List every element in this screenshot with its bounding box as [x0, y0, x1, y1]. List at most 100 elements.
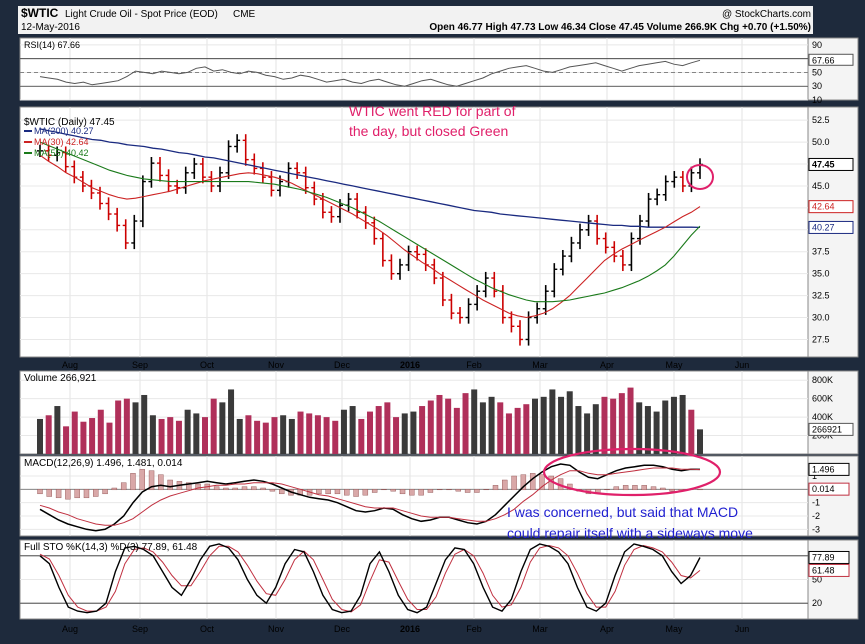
macd-histogram-bar: [622, 485, 629, 491]
annotation-circle: [686, 164, 714, 190]
volume-bar: [427, 400, 434, 454]
month-label-bottom: Nov: [268, 624, 285, 634]
ma30-line: [39, 154, 701, 319]
macd-value-label: 0.014: [812, 484, 835, 494]
annotation-text: I was concerned, but said that MACD: [507, 504, 738, 520]
volume-bar: [575, 406, 582, 454]
price-bar: [508, 311, 515, 333]
volume-axis: [807, 370, 859, 455]
month-label: Aug: [62, 360, 78, 370]
macd-histogram-bar: [427, 489, 434, 493]
macd-histogram-bar: [604, 489, 610, 491]
legend-entry: MA(30) 42.64: [34, 137, 89, 147]
macd-histogram-bar: [158, 474, 164, 491]
price-bar: [602, 232, 609, 254]
volume-bar: [323, 417, 330, 454]
macd-histogram-bar: [399, 489, 406, 495]
volume-bar: [106, 422, 113, 454]
price-bar: [568, 236, 575, 263]
macd-histogram-bar: [474, 489, 480, 493]
macd-histogram-bar: [669, 489, 675, 492]
macd-histogram-bar: [316, 489, 322, 495]
macd-histogram-bar: [381, 489, 387, 491]
ohlc-readout: Open 46.77 High 47.73 Low 46.34 Close 47…: [429, 22, 811, 33]
price-tick-label: 50.0: [812, 137, 830, 147]
volume-bar: [505, 413, 512, 454]
macd-histogram-bar: [120, 482, 127, 491]
price-bar: [259, 162, 266, 184]
copyright-label: @ StockCharts.com: [722, 9, 811, 20]
volume-bar: [610, 398, 617, 454]
rsi-axis: [807, 37, 859, 101]
volume-bar: [158, 418, 165, 454]
price-bar: [491, 271, 498, 298]
price-bar: [611, 241, 618, 263]
volume-bar: [592, 404, 599, 454]
price-bar: [328, 206, 335, 223]
price-bar: [217, 166, 223, 193]
volume-bar: [445, 398, 452, 454]
macd-histogram-bar: [641, 485, 647, 491]
price-bar: [225, 140, 232, 179]
legend-entry: MA(55) 40.42: [34, 148, 89, 158]
price-bar: [431, 258, 438, 285]
price-bar: [559, 249, 566, 276]
volume-bar: [670, 396, 677, 454]
instrument-name: Light Crude Oil - Spot Price (EOD): [65, 9, 218, 20]
volume-bar: [236, 418, 243, 454]
volume-bar: [54, 406, 61, 454]
volume-tick-label: 400K: [812, 412, 833, 422]
macd-signal-line: [39, 467, 701, 526]
volume-bar: [549, 389, 556, 454]
volume-bar: [584, 413, 591, 454]
volume-bar: [479, 402, 486, 454]
rsi-value-box: [808, 53, 854, 66]
volume-bar: [375, 406, 382, 454]
price-bar: [457, 307, 463, 324]
price-bar: [105, 197, 112, 221]
volume-bar: [601, 396, 608, 454]
sto-tick-label: 20: [812, 598, 822, 608]
month-label: May: [665, 360, 683, 370]
price-bar: [234, 134, 241, 153]
ma200-line: [39, 128, 701, 229]
price-bar: [302, 166, 309, 194]
volume-bar: [471, 389, 478, 454]
macd-histogram-bar: [251, 486, 257, 491]
price-value-label: 47.45: [812, 159, 835, 169]
volume-bar: [401, 413, 408, 454]
month-label: Jun: [735, 360, 750, 370]
macd-histogram-bar: [353, 489, 359, 497]
price-bar: [379, 232, 386, 267]
macd-histogram-bar: [111, 487, 118, 491]
macd-histogram-bar: [37, 489, 43, 495]
volume-bar: [636, 402, 643, 454]
month-label-bottom: Mar: [532, 624, 548, 634]
price-value-box: [808, 200, 854, 214]
macd-value-box: [808, 462, 850, 476]
price-tick-label: 30.0: [812, 313, 830, 323]
volume-bar: [271, 417, 278, 454]
price-bar: [585, 214, 592, 236]
price-bar: [131, 214, 138, 250]
macd-histogram-bar: [390, 489, 396, 492]
month-label: Oct: [200, 360, 215, 370]
annotation-text: the day, but closed Green: [349, 123, 508, 139]
macd-histogram-bar: [539, 474, 545, 491]
macd-histogram-bar: [344, 489, 350, 496]
price-bar: [371, 216, 378, 245]
volume-bar: [349, 406, 356, 454]
macd-histogram-bar: [334, 489, 341, 495]
macd-value-label: 1.496: [812, 464, 835, 474]
volume-bar: [566, 391, 573, 454]
price-bar: [517, 320, 523, 346]
rsi-tick-label: 90: [812, 40, 822, 50]
volume-bar: [254, 420, 261, 454]
month-label-bottom: Apr: [600, 624, 614, 634]
sto-d-line: [39, 544, 701, 613]
macd-histogram-bar: [186, 482, 192, 491]
macd-histogram-bar: [446, 489, 452, 491]
volume-bar: [262, 422, 269, 454]
macd-histogram-bar: [167, 479, 173, 491]
